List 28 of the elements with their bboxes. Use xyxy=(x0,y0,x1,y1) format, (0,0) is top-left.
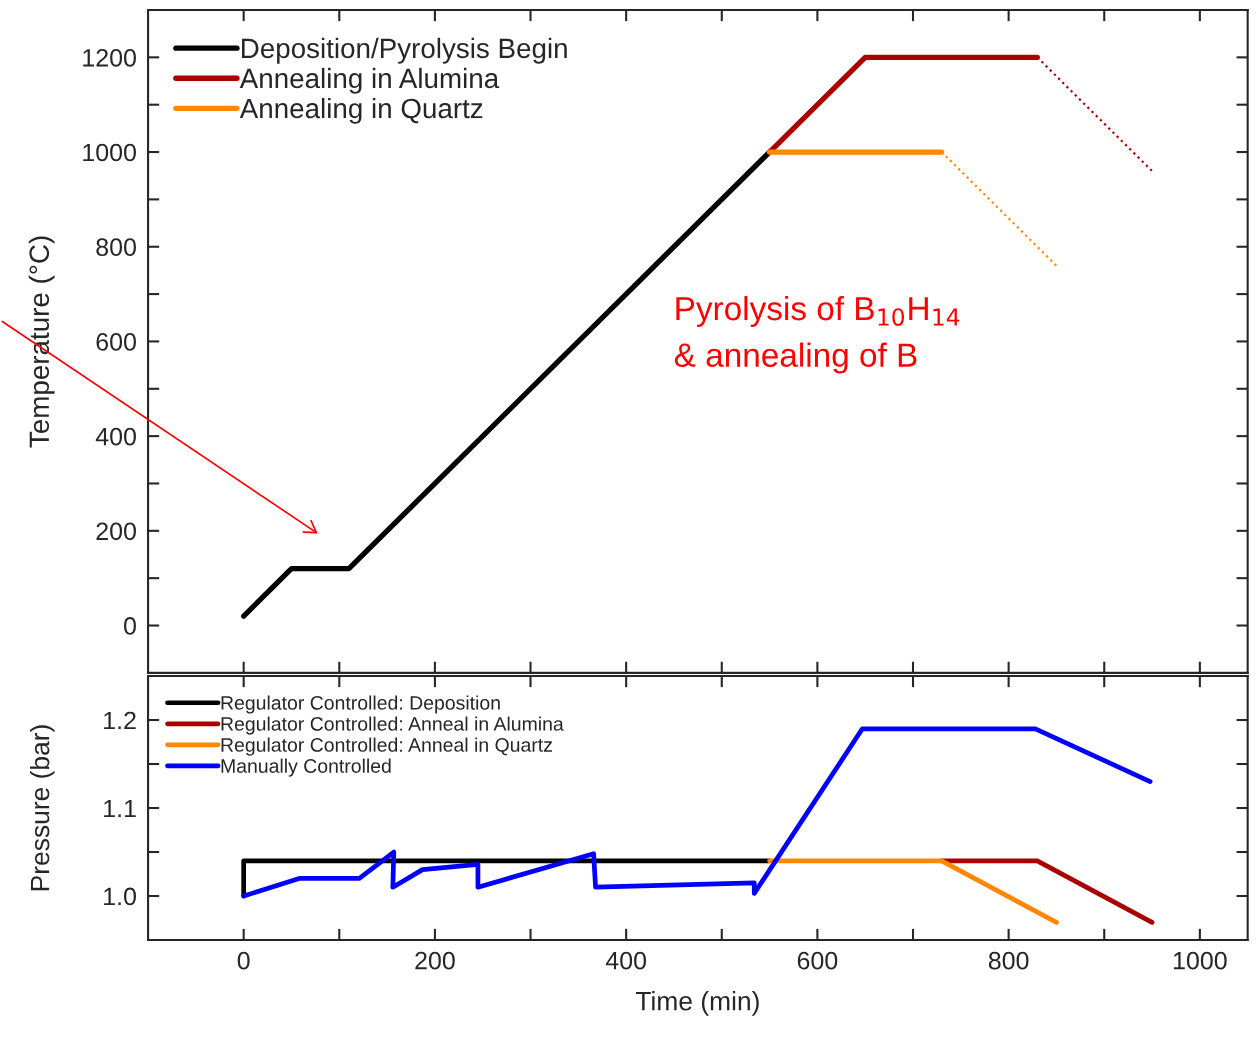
x-axis-title: Time (min) xyxy=(635,991,759,1016)
annotation: & annealing of B xyxy=(674,342,917,374)
y-tick-label: 800 xyxy=(96,238,136,257)
x-tick-label: 1000 xyxy=(1173,951,1227,970)
legend-label: Annealing in Alumina xyxy=(239,67,500,94)
annotation: Pyrolysis of B$_{10}$H$_{14}$ xyxy=(676,295,960,328)
y-tick-label: 1200 xyxy=(83,48,136,67)
legend-label: Manually Controlled xyxy=(221,758,391,777)
y-tick-label: 1.1 xyxy=(104,799,136,818)
y-axis-title: Pressure (bar) xyxy=(29,725,55,891)
y-tick-label: 200 xyxy=(96,522,136,541)
y-tick-label: 400 xyxy=(95,427,136,446)
x-tick-label: 200 xyxy=(415,951,455,970)
x-tick-label: 600 xyxy=(797,951,838,970)
y-tick-label: 1.0 xyxy=(104,887,136,906)
legend-label: Deposition/Pyrolysis Begin xyxy=(242,37,567,64)
y-tick-label: 1.2 xyxy=(104,711,136,730)
y-axis-title: Temperature (°C) xyxy=(28,236,55,448)
legend-label: Annealing in Quartz xyxy=(239,97,483,124)
x-tick-label: 400 xyxy=(605,951,647,970)
legend-label: Regulator Controlled: Anneal in Alumina xyxy=(221,716,564,735)
y-tick-label: 1000 xyxy=(83,143,136,162)
y-tick-label: 600 xyxy=(96,333,136,351)
y-tick-label: 0 xyxy=(124,617,136,635)
legend-label: Regulator Controlled: Anneal in Quartz xyxy=(221,737,552,756)
legend-label: Regulator Controlled: Deposition xyxy=(221,695,500,714)
x-tick-label: 0 xyxy=(237,951,250,970)
x-tick-label: 800 xyxy=(988,951,1029,970)
